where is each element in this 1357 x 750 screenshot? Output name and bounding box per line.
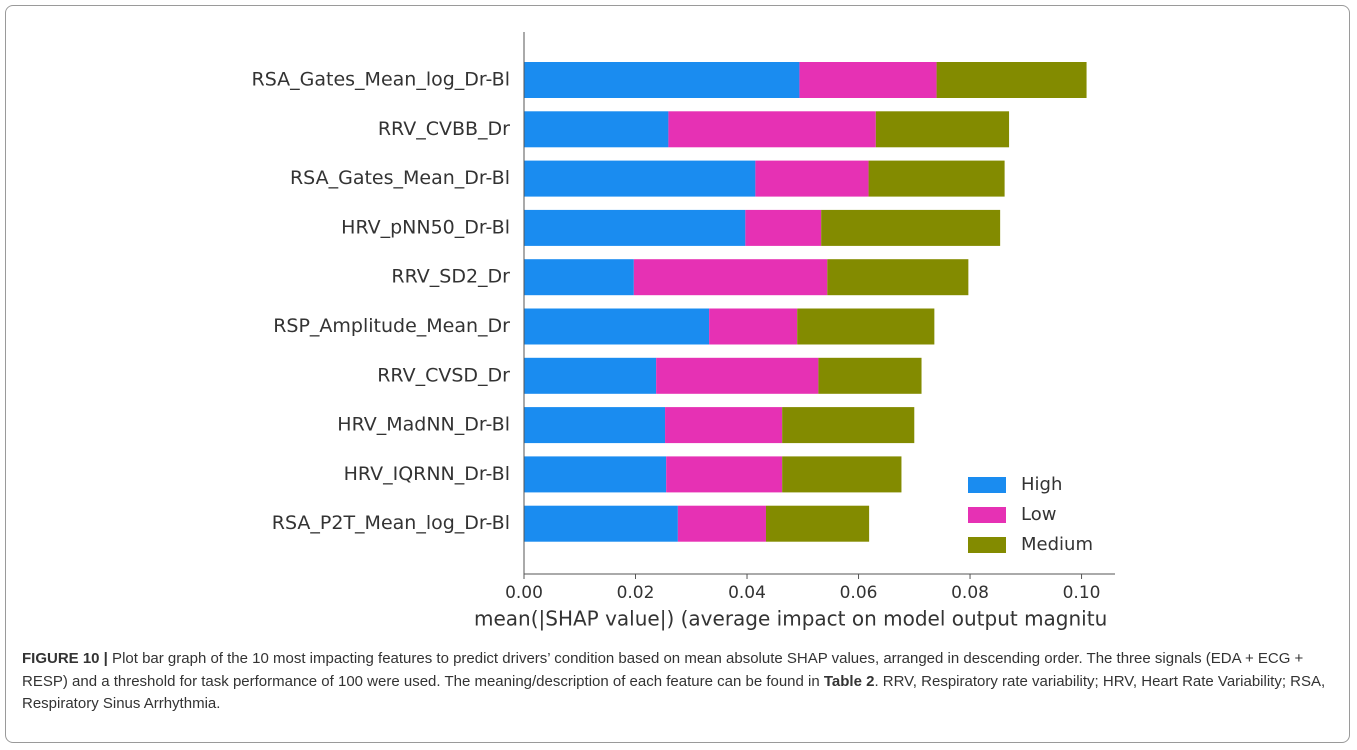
legend-swatch: [968, 537, 1006, 553]
y-tick-label: RSP_Amplitude_Mean_Dr: [273, 315, 510, 337]
x-tick-label: 0.08: [951, 583, 989, 603]
caption-text: . RRV, Respiratory rate variability; HRV…: [22, 672, 1326, 713]
y-tick-label: RSA_Gates_Mean_Dr-Bl: [290, 167, 510, 189]
bar-segment: [875, 111, 1010, 148]
bar-segment: [524, 308, 710, 345]
bar-segment: [524, 407, 666, 444]
bar-segment: [827, 259, 969, 296]
x-tick-label: 0.02: [617, 583, 655, 603]
bar-segment: [797, 308, 935, 345]
bar-segment: [782, 456, 902, 493]
x-tick-label: 0.10: [1063, 583, 1101, 603]
bar-segment: [524, 62, 800, 98]
bar-segment: [524, 111, 669, 148]
bar-segment: [665, 407, 783, 444]
x-tick-label: 0.00: [505, 583, 543, 603]
bar-segment: [524, 259, 634, 296]
bar-segment: [936, 62, 1087, 98]
bar-segment: [633, 259, 828, 296]
bar-segment: [755, 160, 869, 197]
bar-segment: [821, 209, 1001, 246]
bar-segment: [524, 505, 678, 542]
bar-segment: [524, 357, 657, 394]
bar-segment: [668, 111, 876, 148]
x-axis-label: mean(|SHAP value|) (average impact on mo…: [474, 607, 1107, 631]
bar-segment: [524, 160, 756, 197]
bar-segment: [799, 62, 937, 98]
figure-frame: [5, 5, 1350, 743]
legend-swatch: [968, 477, 1006, 493]
bar-segment: [782, 407, 915, 444]
legend-label: High: [1021, 474, 1062, 495]
y-tick-label: HRV_MadNN_Dr-Bl: [337, 414, 510, 436]
caption-label: FIGURE 10 |: [22, 650, 108, 667]
legend-label: Low: [1021, 504, 1056, 525]
bar-segment: [709, 308, 798, 345]
bar-segment: [868, 160, 1005, 197]
x-tick-label: 0.06: [840, 583, 878, 603]
bar-segment: [765, 505, 870, 542]
y-tick-label: HRV_IQRNN_Dr-Bl: [344, 463, 510, 485]
chart: RSA_Gates_Mean_log_Dr-Bl RRV_CVBB_Dr RSA_G…: [252, 32, 1115, 631]
caption: FIGURE 10 | Plot bar graph of the 10 mos…: [22, 648, 1337, 716]
y-tick-label: RRV_CVBB_Dr: [378, 118, 510, 140]
bar-segment: [666, 456, 783, 493]
y-tick-label: RSA_P2T_Mean_log_Dr-Bl: [272, 512, 510, 534]
bar-segment: [524, 209, 746, 246]
legend-label: Medium: [1021, 534, 1093, 555]
y-tick-label: HRV_pNN50_Dr-Bl: [341, 216, 510, 238]
caption-text: Plot bar graph of the 10 most impacting …: [22, 650, 1304, 690]
y-tick-label: RSA_Gates_Mean_log_Dr-Bl: [252, 69, 510, 91]
bar-segment: [818, 357, 922, 394]
y-tick-label: RRV_SD2_Dr: [391, 266, 510, 288]
bar-segment: [656, 357, 819, 394]
legend-swatch: [968, 507, 1006, 523]
bar-segment: [677, 505, 766, 542]
bar-segment: [524, 456, 667, 493]
bar-segment: [745, 209, 822, 246]
caption-ref: Table 2: [823, 672, 875, 690]
y-tick-label: RRV_CVSD_Dr: [377, 364, 510, 386]
x-tick-label: 0.04: [728, 583, 766, 603]
